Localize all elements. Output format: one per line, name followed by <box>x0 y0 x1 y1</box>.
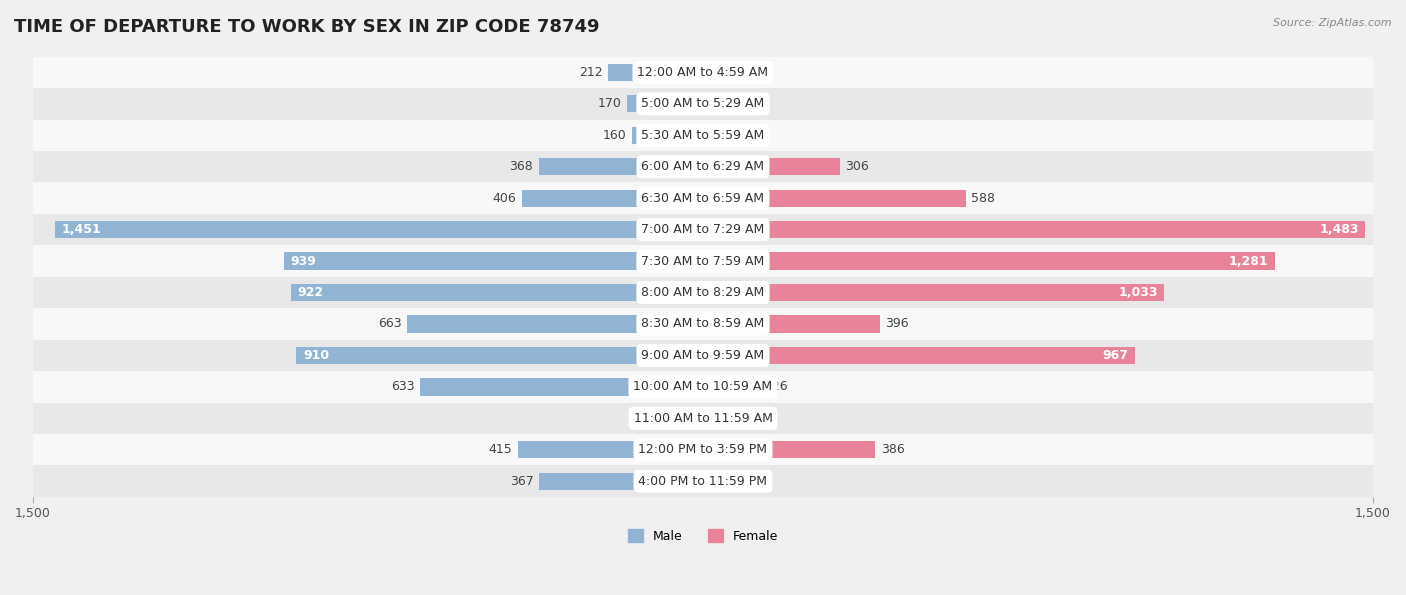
Text: TIME OF DEPARTURE TO WORK BY SEX IN ZIP CODE 78749: TIME OF DEPARTURE TO WORK BY SEX IN ZIP … <box>14 18 599 36</box>
Text: 9:00 AM to 9:59 AM: 9:00 AM to 9:59 AM <box>641 349 765 362</box>
Text: 62: 62 <box>737 475 752 488</box>
Text: 663: 663 <box>378 318 402 330</box>
Bar <box>55 221 703 238</box>
Text: 85: 85 <box>747 129 762 142</box>
Bar <box>703 315 880 333</box>
Bar <box>703 284 1164 301</box>
Bar <box>703 347 1135 364</box>
Text: 8:30 AM to 8:59 AM: 8:30 AM to 8:59 AM <box>641 318 765 330</box>
Text: 126: 126 <box>765 380 789 393</box>
Text: 11:00 AM to 11:59 AM: 11:00 AM to 11:59 AM <box>634 412 772 425</box>
Text: 12:00 AM to 4:59 AM: 12:00 AM to 4:59 AM <box>637 66 769 79</box>
Bar <box>682 410 703 427</box>
Text: 212: 212 <box>579 66 603 79</box>
Text: 6:00 AM to 6:29 AM: 6:00 AM to 6:29 AM <box>641 160 765 173</box>
Text: 910: 910 <box>304 349 329 362</box>
Bar <box>32 120 1374 151</box>
Text: 1,033: 1,033 <box>1118 286 1157 299</box>
Text: 415: 415 <box>488 443 512 456</box>
Text: 4:00 PM to 11:59 PM: 4:00 PM to 11:59 PM <box>638 475 768 488</box>
Bar <box>703 441 876 458</box>
Text: 967: 967 <box>1102 349 1128 362</box>
Text: 170: 170 <box>598 98 621 110</box>
Bar <box>703 221 1365 238</box>
Legend: Male, Female: Male, Female <box>623 524 783 548</box>
Text: 10: 10 <box>713 412 728 425</box>
Bar <box>32 88 1374 120</box>
Text: 8:00 AM to 8:29 AM: 8:00 AM to 8:29 AM <box>641 286 765 299</box>
Bar <box>703 64 718 81</box>
Text: 1,281: 1,281 <box>1229 255 1268 268</box>
Bar <box>517 441 703 458</box>
Bar <box>32 57 1374 88</box>
Text: Source: ZipAtlas.com: Source: ZipAtlas.com <box>1274 18 1392 28</box>
Text: 10:00 AM to 10:59 AM: 10:00 AM to 10:59 AM <box>634 380 772 393</box>
Bar <box>703 378 759 396</box>
Text: 36: 36 <box>724 66 740 79</box>
Bar <box>703 127 741 144</box>
Bar <box>631 127 703 144</box>
Text: 588: 588 <box>972 192 995 205</box>
Text: 406: 406 <box>492 192 516 205</box>
Text: 12:00 PM to 3:59 PM: 12:00 PM to 3:59 PM <box>638 443 768 456</box>
Text: 396: 396 <box>886 318 908 330</box>
Text: 306: 306 <box>845 160 869 173</box>
Bar <box>32 277 1374 308</box>
Bar <box>703 95 733 112</box>
Bar <box>703 190 966 207</box>
Text: 368: 368 <box>509 160 533 173</box>
Bar <box>32 308 1374 340</box>
Bar <box>627 95 703 112</box>
Bar <box>32 183 1374 214</box>
Bar <box>32 151 1374 183</box>
Bar <box>32 403 1374 434</box>
Bar <box>32 465 1374 497</box>
Text: 922: 922 <box>298 286 323 299</box>
Text: 1,451: 1,451 <box>62 223 101 236</box>
Bar <box>703 252 1275 270</box>
Text: 633: 633 <box>391 380 415 393</box>
Text: 5:30 AM to 5:59 AM: 5:30 AM to 5:59 AM <box>641 129 765 142</box>
Bar <box>538 472 703 490</box>
Bar <box>609 64 703 81</box>
Text: 7:00 AM to 7:29 AM: 7:00 AM to 7:29 AM <box>641 223 765 236</box>
Text: 47: 47 <box>661 412 676 425</box>
Text: 367: 367 <box>510 475 534 488</box>
Bar <box>406 315 703 333</box>
Text: 5:00 AM to 5:29 AM: 5:00 AM to 5:29 AM <box>641 98 765 110</box>
Text: 160: 160 <box>602 129 626 142</box>
Text: 7:30 AM to 7:59 AM: 7:30 AM to 7:59 AM <box>641 255 765 268</box>
Text: 1,483: 1,483 <box>1319 223 1358 236</box>
Text: 67: 67 <box>738 98 754 110</box>
Bar <box>284 252 703 270</box>
Bar <box>703 410 707 427</box>
Bar <box>32 214 1374 245</box>
Bar <box>703 158 839 176</box>
Bar <box>703 472 731 490</box>
Bar <box>32 434 1374 465</box>
Bar <box>32 371 1374 403</box>
Bar <box>297 347 703 364</box>
Text: 939: 939 <box>290 255 316 268</box>
Text: 6:30 AM to 6:59 AM: 6:30 AM to 6:59 AM <box>641 192 765 205</box>
Bar <box>538 158 703 176</box>
Bar <box>32 340 1374 371</box>
Bar <box>420 378 703 396</box>
Bar <box>522 190 703 207</box>
Text: 386: 386 <box>880 443 904 456</box>
Bar <box>291 284 703 301</box>
Bar <box>32 245 1374 277</box>
